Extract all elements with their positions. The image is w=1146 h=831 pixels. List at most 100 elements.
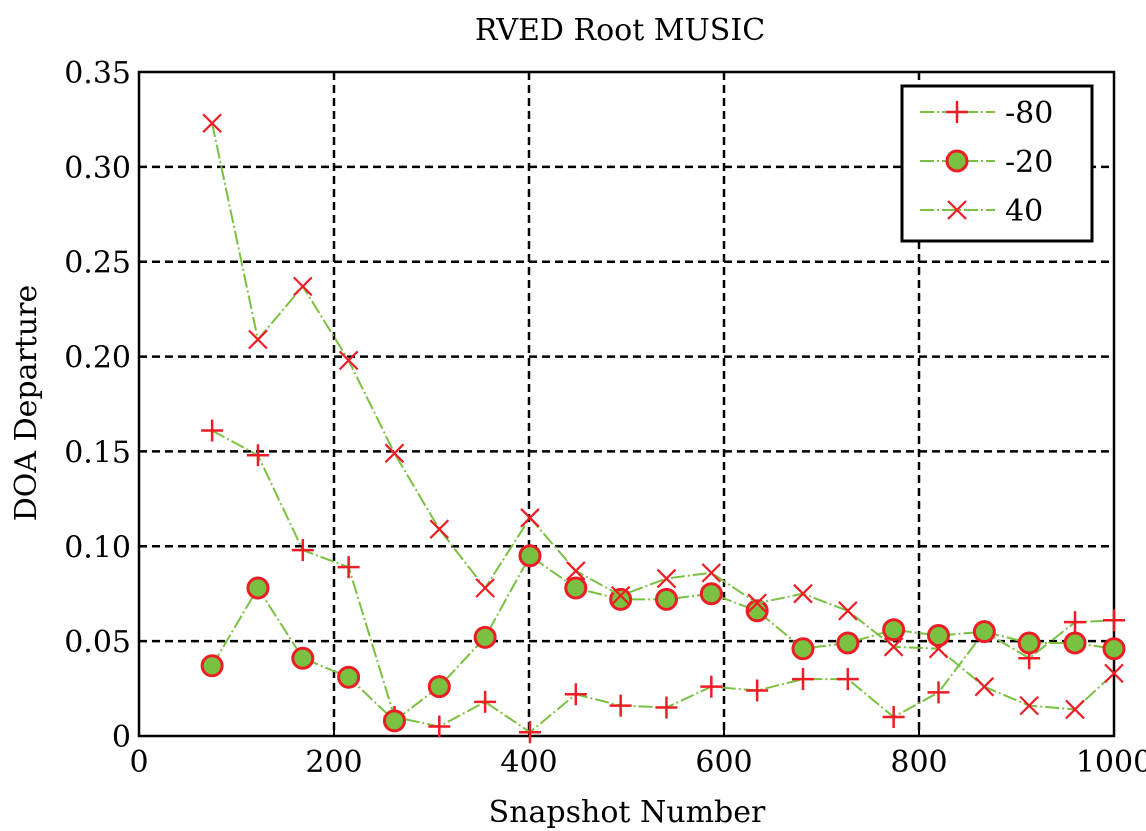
x-marker-b — [928, 638, 949, 659]
y-tick-label: 0.20 — [64, 341, 131, 376]
data-point — [746, 679, 769, 702]
y-tick-label: 0.05 — [64, 625, 131, 660]
chart-title: RVED Root MUSIC — [475, 13, 765, 48]
series — [200, 113, 1126, 744]
x-marker-b — [656, 568, 677, 589]
data-point — [564, 683, 587, 706]
data-point — [248, 329, 268, 350]
x-axis-label: Snapshot Number — [489, 795, 766, 830]
y-tick-label: 0.35 — [64, 56, 131, 91]
y-tick-label: 0.25 — [64, 246, 131, 281]
data-point — [428, 715, 451, 738]
data-point — [1017, 631, 1041, 655]
x-marker-b — [293, 276, 313, 297]
y-tick-label: 0.10 — [64, 530, 131, 565]
data-point — [566, 561, 586, 581]
data-point — [337, 556, 360, 579]
data-point — [974, 676, 995, 697]
y-tick-label: 0.15 — [64, 435, 131, 470]
x-marker-b — [747, 593, 767, 613]
data-point — [427, 675, 451, 699]
data-point — [564, 576, 588, 600]
data-point — [202, 113, 222, 134]
data-point — [201, 419, 224, 442]
data-point — [791, 668, 814, 691]
data-point — [291, 539, 314, 562]
x-marker-b — [610, 585, 631, 606]
x-marker-b — [429, 519, 450, 539]
x-marker-b — [520, 508, 540, 528]
data-point — [1103, 609, 1125, 632]
data-point — [928, 638, 949, 659]
data-point — [609, 694, 632, 717]
x-marker-b — [338, 350, 359, 371]
legend-label: 40 — [1005, 194, 1043, 229]
data-point — [654, 587, 678, 611]
legend-marker — [947, 200, 967, 220]
legend-entry: 40 — [920, 194, 1043, 229]
data-point — [200, 654, 224, 678]
data-point — [518, 544, 542, 568]
x-tick-label: 400 — [500, 745, 557, 780]
data-point — [655, 696, 678, 719]
legend-entry: -20 — [920, 145, 1053, 180]
series-x — [202, 113, 1124, 720]
data-point — [293, 276, 313, 297]
data-point — [747, 593, 767, 613]
x-marker-b — [701, 563, 722, 583]
data-point — [291, 646, 315, 670]
y-tick-label: 0 — [112, 720, 131, 755]
data-point — [882, 618, 906, 642]
legend-box — [900, 84, 1094, 243]
data-point — [791, 637, 815, 661]
x-marker-b — [974, 676, 995, 697]
data-point — [927, 681, 950, 704]
data-point — [793, 583, 813, 604]
data-point — [384, 443, 405, 464]
data-point — [656, 568, 677, 589]
x-marker-b — [384, 443, 405, 464]
data-point — [518, 721, 541, 744]
data-point — [836, 631, 860, 655]
data-point — [520, 508, 540, 528]
data-point — [1104, 663, 1124, 684]
x-marker-b — [1065, 699, 1085, 720]
data-point — [1019, 695, 1039, 716]
data-point — [382, 709, 406, 733]
data-point — [927, 623, 950, 647]
data-point — [474, 690, 497, 713]
data-point — [246, 576, 270, 600]
legend-label: -20 — [1005, 145, 1053, 180]
data-point — [883, 637, 904, 657]
data-point — [1065, 699, 1085, 720]
x-marker-b — [248, 329, 268, 350]
data-point — [475, 578, 495, 598]
plot-frame — [137, 70, 1116, 738]
data-point — [699, 582, 723, 606]
data-point — [745, 599, 769, 623]
y-axis-label: DOA Departure — [9, 285, 44, 522]
legend-entry: -80 — [920, 96, 1053, 131]
axis-ticks: 0 200 400 600 800 1000 0 0.05 0.10 0.15 0.20 0.25 0.… — [64, 56, 1146, 780]
x-tick-label: 600 — [695, 745, 752, 780]
x-marker-b — [566, 561, 586, 581]
x-tick-label: 200 — [305, 745, 362, 780]
data-point — [473, 625, 497, 649]
x-marker-b — [475, 578, 495, 598]
data-point — [972, 620, 996, 644]
legend-label: -80 — [1005, 96, 1053, 131]
data-point — [610, 585, 631, 606]
x-marker-b — [202, 113, 222, 134]
x-tick-label: 1000 — [1076, 745, 1146, 780]
x-marker-b — [947, 200, 967, 220]
x-marker-b — [838, 601, 858, 621]
data-point — [1063, 631, 1087, 655]
x-marker-b — [1019, 695, 1039, 716]
legend: -80 -20 40 — [900, 84, 1094, 243]
data-point — [700, 675, 723, 698]
x-tick-label: 800 — [890, 745, 947, 780]
x-marker-b — [883, 637, 904, 657]
data-point — [1102, 637, 1126, 661]
data-point — [246, 444, 269, 467]
data-point — [701, 563, 722, 583]
